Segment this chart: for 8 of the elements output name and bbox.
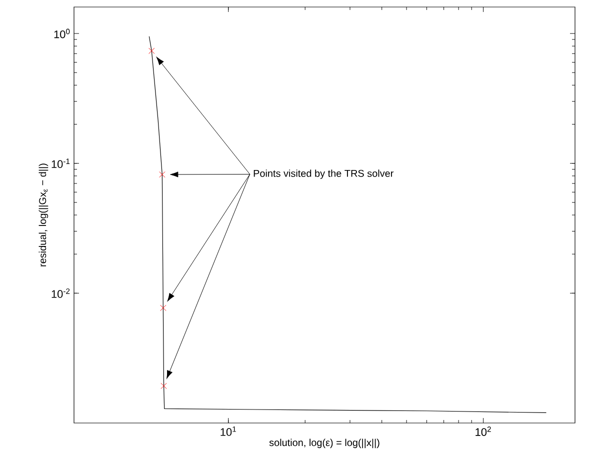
y-tick-label: 10$^{-1}$ <box>52 158 70 168</box>
x-axis-title: solution, log(ε) = log(||x||) <box>269 438 380 448</box>
x-tick-label: 10$^{1}$ <box>220 426 236 436</box>
x-tick-label: 10$^{2}$ <box>476 426 491 436</box>
y-axis-title: residual, log(||Gx$_{ε}$ − d||) <box>38 164 48 266</box>
annotation: Points visited by the TRS solver <box>254 170 394 179</box>
y-tick-label: 10$^{0}$ <box>54 28 70 38</box>
y-tick-label: 10$^{-2}$ <box>52 288 70 298</box>
